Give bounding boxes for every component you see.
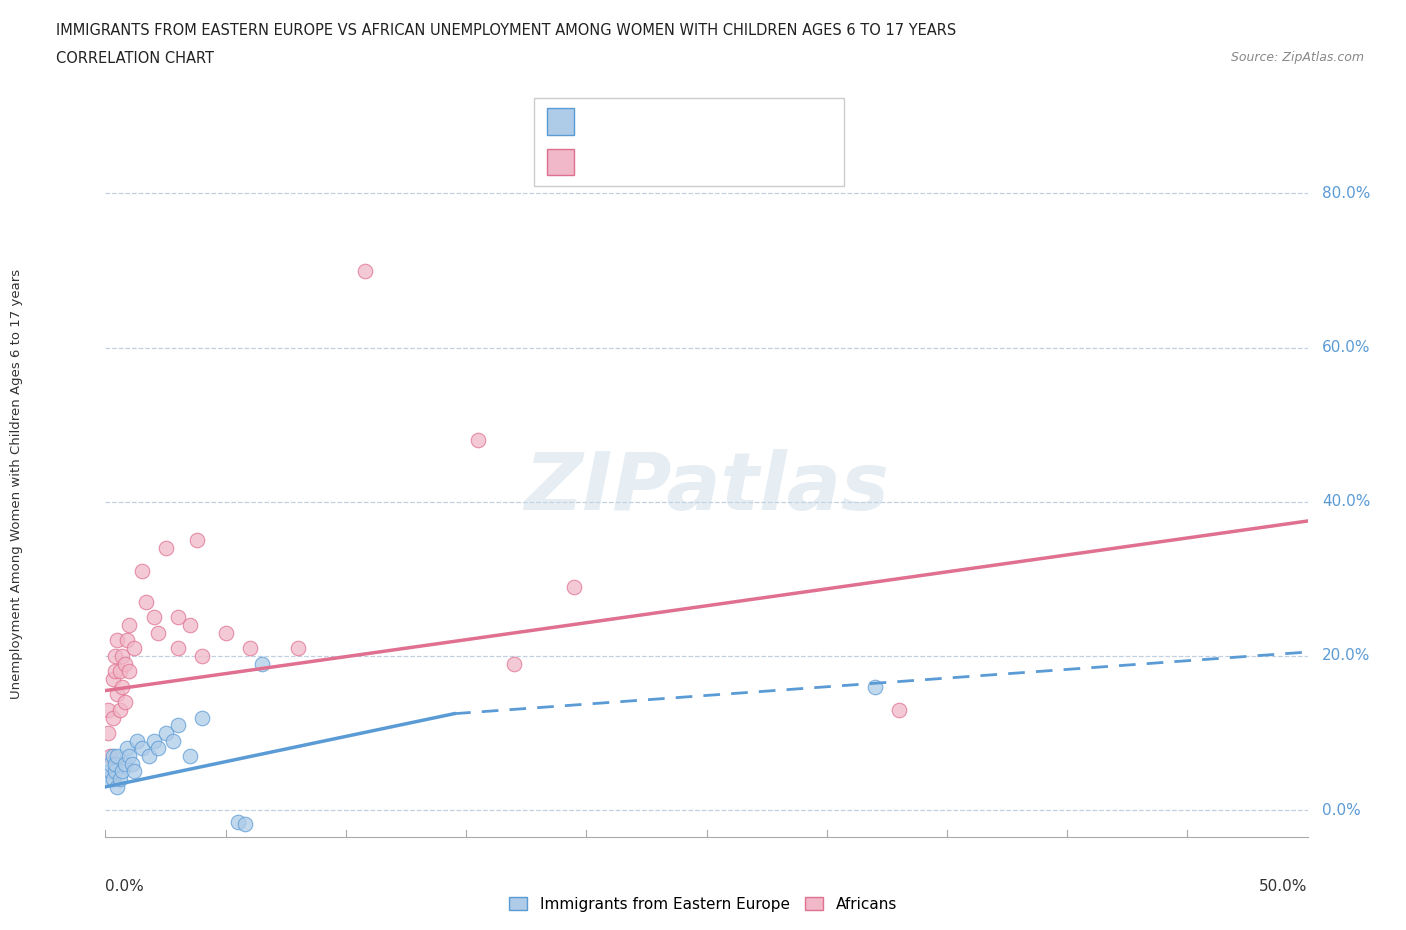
Point — [166, 610, 188, 625]
Point — [98, 749, 121, 764]
Point — [214, 625, 236, 640]
Point — [108, 772, 131, 787]
Point — [97, 772, 120, 787]
Point — [142, 733, 165, 748]
Point — [503, 657, 526, 671]
Point — [115, 633, 138, 648]
Point — [107, 779, 129, 794]
Point — [190, 648, 212, 663]
Point — [104, 648, 127, 663]
Point — [107, 633, 129, 648]
Legend: Immigrants from Eastern Europe, Africans: Immigrants from Eastern Europe, Africans — [503, 891, 903, 918]
Point — [111, 648, 134, 663]
Point — [111, 679, 134, 694]
Point — [166, 641, 188, 656]
Point — [111, 764, 134, 779]
Point — [101, 772, 124, 787]
Point — [98, 764, 121, 779]
Point — [97, 725, 120, 740]
Text: Unemployment Among Women with Children Ages 6 to 17 years: Unemployment Among Women with Children A… — [10, 269, 24, 698]
Point — [467, 432, 489, 447]
FancyBboxPatch shape — [534, 98, 844, 186]
Text: ZIPatlas: ZIPatlas — [524, 449, 889, 527]
Text: 60.0%: 60.0% — [1322, 340, 1371, 355]
Point — [125, 733, 148, 748]
Point — [107, 749, 129, 764]
Point — [155, 725, 177, 740]
Point — [124, 764, 146, 779]
Point — [97, 702, 120, 717]
Point — [108, 702, 131, 717]
Point — [138, 749, 160, 764]
Point — [166, 718, 188, 733]
Point — [118, 749, 141, 764]
Text: R = 0.264   N = 37: R = 0.264 N = 37 — [586, 154, 725, 169]
Point — [115, 741, 138, 756]
Point — [104, 664, 127, 679]
Text: 20.0%: 20.0% — [1322, 648, 1371, 663]
Point — [121, 756, 143, 771]
Point — [101, 711, 124, 725]
Text: 0.0%: 0.0% — [1322, 803, 1361, 817]
Point — [118, 618, 141, 632]
Point — [354, 263, 377, 278]
Point — [131, 564, 153, 578]
Point — [114, 756, 136, 771]
Text: 40.0%: 40.0% — [1322, 494, 1371, 510]
Point — [104, 756, 127, 771]
Point — [239, 641, 262, 656]
Point — [131, 741, 153, 756]
Point — [155, 540, 177, 555]
Point — [148, 741, 170, 756]
Point — [104, 764, 127, 779]
Point — [148, 625, 170, 640]
Point — [118, 664, 141, 679]
Point — [250, 657, 273, 671]
Text: IMMIGRANTS FROM EASTERN EUROPE VS AFRICAN UNEMPLOYMENT AMONG WOMEN WITH CHILDREN: IMMIGRANTS FROM EASTERN EUROPE VS AFRICA… — [56, 23, 956, 38]
Point — [562, 579, 585, 594]
Point — [186, 533, 208, 548]
Point — [108, 664, 131, 679]
Text: 0.0%: 0.0% — [105, 880, 145, 895]
Point — [107, 687, 129, 702]
Text: Source: ZipAtlas.com: Source: ZipAtlas.com — [1230, 51, 1364, 64]
Point — [226, 814, 249, 829]
Point — [162, 733, 184, 748]
Text: 50.0%: 50.0% — [1260, 880, 1308, 895]
Point — [179, 618, 201, 632]
Text: CORRELATION CHART: CORRELATION CHART — [56, 51, 214, 66]
Point — [233, 817, 256, 831]
Bar — [547, 149, 575, 176]
Point — [114, 657, 136, 671]
Point — [98, 756, 121, 771]
Point — [101, 671, 124, 686]
Point — [114, 695, 136, 710]
Point — [135, 594, 157, 609]
Point — [101, 749, 124, 764]
Point — [287, 641, 309, 656]
Point — [124, 641, 146, 656]
Text: 80.0%: 80.0% — [1322, 186, 1371, 201]
Point — [190, 711, 212, 725]
Text: R = 0.236   N = 30: R = 0.236 N = 30 — [586, 114, 725, 129]
Point — [179, 749, 201, 764]
Point — [863, 679, 886, 694]
Point — [142, 610, 165, 625]
Point — [887, 702, 910, 717]
Bar — [547, 108, 575, 135]
